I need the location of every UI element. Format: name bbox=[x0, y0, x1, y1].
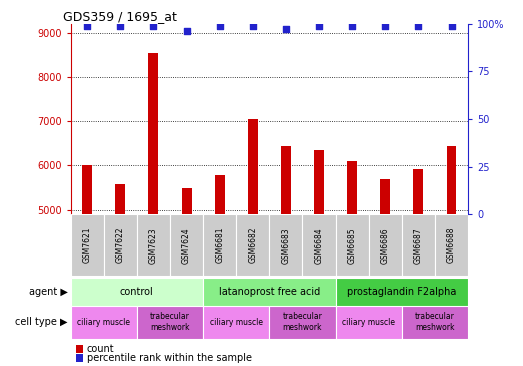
Text: GSM6687: GSM6687 bbox=[414, 227, 423, 264]
Point bbox=[248, 23, 257, 29]
Bar bbox=[149, 53, 158, 214]
Text: GSM6681: GSM6681 bbox=[215, 227, 224, 264]
Text: control: control bbox=[120, 287, 154, 297]
Bar bbox=[82, 165, 92, 214]
Point bbox=[414, 23, 423, 29]
Bar bbox=[336, 306, 402, 339]
Bar bbox=[248, 119, 258, 214]
Bar bbox=[413, 169, 424, 214]
Bar bbox=[402, 306, 468, 339]
Text: trabecular
meshwork: trabecular meshwork bbox=[150, 312, 190, 332]
Bar bbox=[402, 214, 435, 276]
Point bbox=[348, 23, 356, 29]
Bar bbox=[203, 306, 269, 339]
Point bbox=[183, 29, 191, 34]
Bar bbox=[236, 214, 269, 276]
Bar bbox=[269, 306, 336, 339]
Text: GSM7621: GSM7621 bbox=[83, 227, 92, 264]
Text: GSM6686: GSM6686 bbox=[381, 227, 390, 264]
Bar bbox=[447, 146, 457, 214]
Bar bbox=[115, 184, 126, 214]
Text: GSM7624: GSM7624 bbox=[182, 227, 191, 264]
Point bbox=[447, 23, 456, 29]
Point bbox=[315, 23, 323, 29]
Point bbox=[282, 27, 290, 33]
Text: GSM7623: GSM7623 bbox=[149, 227, 158, 264]
Bar bbox=[369, 214, 402, 276]
Bar bbox=[104, 214, 137, 276]
Bar bbox=[269, 214, 302, 276]
Point bbox=[215, 23, 224, 29]
Bar bbox=[137, 306, 203, 339]
Bar bbox=[203, 278, 336, 306]
Bar bbox=[181, 188, 191, 214]
Bar bbox=[137, 214, 170, 276]
Bar bbox=[71, 278, 203, 306]
Bar bbox=[314, 150, 324, 214]
Text: count: count bbox=[87, 344, 115, 354]
Text: GSM6684: GSM6684 bbox=[314, 227, 324, 264]
Text: GSM6688: GSM6688 bbox=[447, 227, 456, 264]
Bar bbox=[336, 278, 468, 306]
Bar bbox=[203, 214, 236, 276]
Text: GDS359 / 1695_at: GDS359 / 1695_at bbox=[63, 10, 177, 23]
Point bbox=[83, 23, 92, 29]
Bar bbox=[215, 175, 225, 214]
Bar bbox=[281, 146, 291, 214]
Point bbox=[116, 23, 124, 29]
Text: latanoprost free acid: latanoprost free acid bbox=[219, 287, 320, 297]
Bar bbox=[71, 306, 137, 339]
Bar bbox=[302, 214, 336, 276]
Text: GSM6682: GSM6682 bbox=[248, 227, 257, 264]
Bar bbox=[336, 214, 369, 276]
Text: prostaglandin F2alpha: prostaglandin F2alpha bbox=[347, 287, 457, 297]
Text: percentile rank within the sample: percentile rank within the sample bbox=[87, 353, 252, 363]
Text: GSM7622: GSM7622 bbox=[116, 227, 125, 264]
Text: cell type ▶: cell type ▶ bbox=[16, 317, 68, 327]
Text: GSM6685: GSM6685 bbox=[348, 227, 357, 264]
Point bbox=[149, 23, 157, 29]
Bar bbox=[71, 214, 104, 276]
Bar bbox=[380, 179, 390, 214]
Text: trabecular
meshwork: trabecular meshwork bbox=[415, 312, 455, 332]
Text: GSM6683: GSM6683 bbox=[281, 227, 290, 264]
Bar bbox=[170, 214, 203, 276]
Text: trabecular
meshwork: trabecular meshwork bbox=[282, 312, 322, 332]
Text: agent ▶: agent ▶ bbox=[29, 287, 68, 297]
Text: ciliary muscle: ciliary muscle bbox=[210, 318, 263, 326]
Text: ciliary muscle: ciliary muscle bbox=[342, 318, 395, 326]
Bar bbox=[435, 214, 468, 276]
Point bbox=[381, 23, 390, 29]
Text: ciliary muscle: ciliary muscle bbox=[77, 318, 130, 326]
Bar bbox=[347, 161, 357, 214]
